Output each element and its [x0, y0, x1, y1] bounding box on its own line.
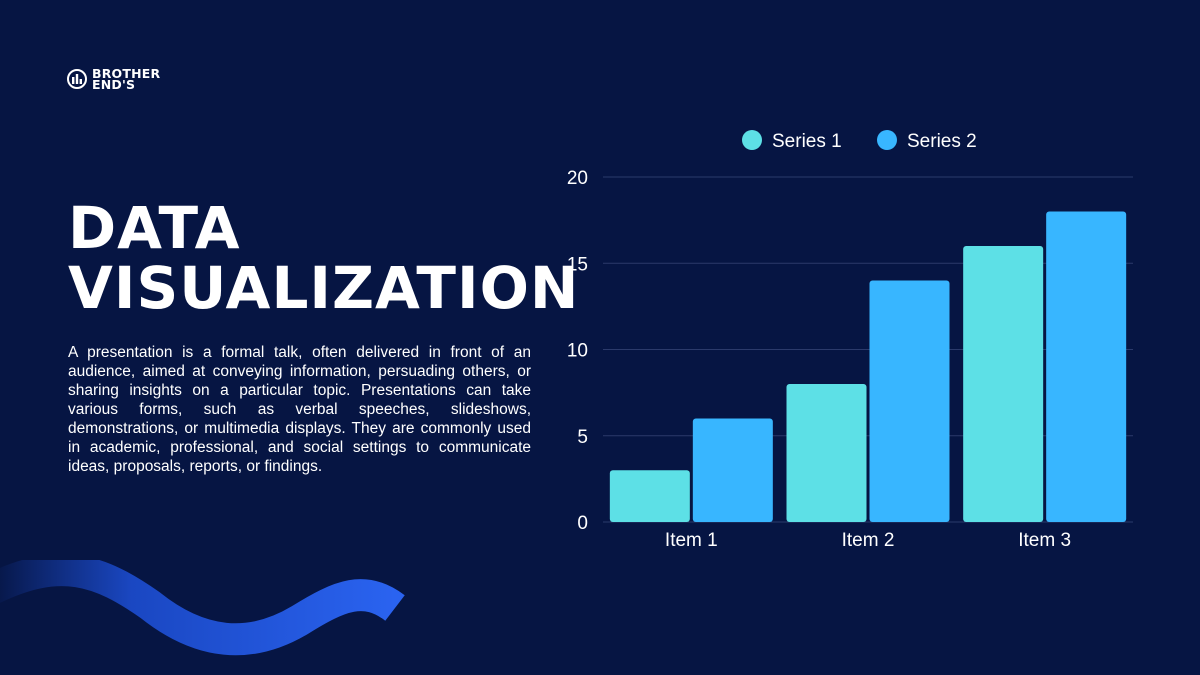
- bar-series-2-item-1: [692, 418, 773, 522]
- logo-mark-icon: [67, 69, 87, 89]
- y-tick-label: 10: [567, 341, 588, 362]
- title-line-2: VISUALIZATION: [68, 254, 580, 322]
- legend-marker-series-2: [877, 130, 897, 150]
- y-tick-label: 15: [567, 254, 588, 275]
- brand-logo: BROTHER END'S: [67, 66, 161, 92]
- page-title: DATA VISUALIZATION: [68, 198, 579, 318]
- x-tick-label: Item 1: [665, 530, 718, 551]
- y-tick-label: 0: [577, 513, 588, 534]
- brand-line-1: BROTHER: [92, 66, 161, 81]
- decorative-wave: [0, 560, 405, 656]
- x-tick-label: Item 3: [1018, 530, 1071, 551]
- y-tick-label: 20: [567, 168, 588, 189]
- bar-series-2-item-3: [1046, 211, 1127, 522]
- legend-label-series-1: Series 1: [772, 131, 842, 152]
- description-paragraph: A presentation is a formal talk, often d…: [68, 344, 531, 475]
- title-line-1: DATA: [68, 194, 241, 262]
- bar-series-1-item-3: [963, 246, 1044, 522]
- legend-marker-series-1: [742, 130, 762, 150]
- legend-label-series-2: Series 2: [907, 131, 977, 152]
- bar-series-1-item-1: [609, 470, 690, 522]
- bar-series-1-item-2: [786, 384, 867, 522]
- brand-name: BROTHER END'S: [92, 66, 161, 92]
- x-tick-label: Item 2: [842, 530, 895, 551]
- y-tick-label: 5: [577, 427, 588, 448]
- brand-line-2: END'S: [92, 77, 136, 92]
- bar-series-2-item-2: [869, 280, 950, 522]
